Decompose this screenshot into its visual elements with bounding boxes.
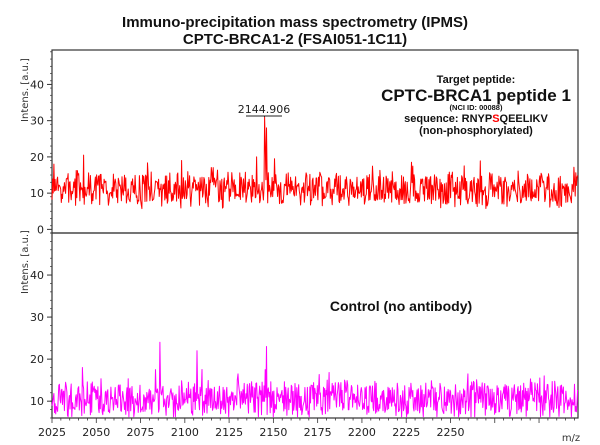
annotation-sequence: sequence: RNYPSQEELIKV (404, 113, 548, 125)
y-tick-label: 20 (30, 151, 44, 164)
y-tick-label: 30 (30, 311, 44, 324)
annotation-note: (non-phosphorylated) (419, 125, 533, 137)
x-tick-label: 2225 (392, 426, 420, 439)
bottom-y-axis-label: Intens. [a.u.] (20, 230, 31, 294)
y-tick-label: 40 (30, 78, 44, 91)
y-tick-label: 30 (30, 115, 44, 128)
sequence-suffix: QEELIKV (500, 113, 549, 125)
x-tick-label: 2175 (304, 426, 332, 439)
x-tick-label: 2025 (38, 426, 66, 439)
y-tick-label: 10 (30, 187, 44, 200)
chart-subtitle: CPTC-BRCA1-2 (FSAI051-1C11) (183, 31, 407, 48)
sequence-prefix: sequence: RNYP (404, 113, 492, 125)
control-label: Control (no antibody) (330, 298, 472, 314)
x-axis-label: m/z (562, 433, 580, 444)
x-tick-label: 2075 (127, 426, 155, 439)
x-tick-label: 2250 (436, 426, 464, 439)
x-tick-label: 2150 (259, 426, 287, 439)
y-tick-label: 20 (30, 353, 44, 366)
x-tick-label: 2100 (171, 426, 199, 439)
chart-title: Immuno-precipitation mass spectrometry (… (122, 14, 468, 31)
peak-label: 2144.906 (238, 103, 291, 116)
y-tick-label: 40 (30, 269, 44, 282)
x-tick-label: 2125 (215, 426, 243, 439)
top-spectrum-line (51, 116, 579, 210)
top-y-axis-label: Intens. [a.u.] (20, 58, 31, 122)
x-tick-label: 2050 (82, 426, 110, 439)
annotation-heading: Target peptide: (437, 74, 516, 86)
bottom-spectrum-line (51, 341, 579, 418)
annotation-nci-id: (NCI ID: 00088) (450, 103, 503, 112)
annotation-peptide-name: CPTC-BRCA1 peptide 1 (381, 86, 571, 105)
bottom-panel: 10 20 30 40 2025 2050 2075 2100 2125 2150 2175 2200… (30, 232, 579, 439)
y-tick-label: 10 (30, 395, 44, 408)
y-tick-label: 0 (37, 223, 44, 236)
sequence-highlight: S (492, 113, 499, 125)
x-tick-label: 2200 (348, 426, 376, 439)
